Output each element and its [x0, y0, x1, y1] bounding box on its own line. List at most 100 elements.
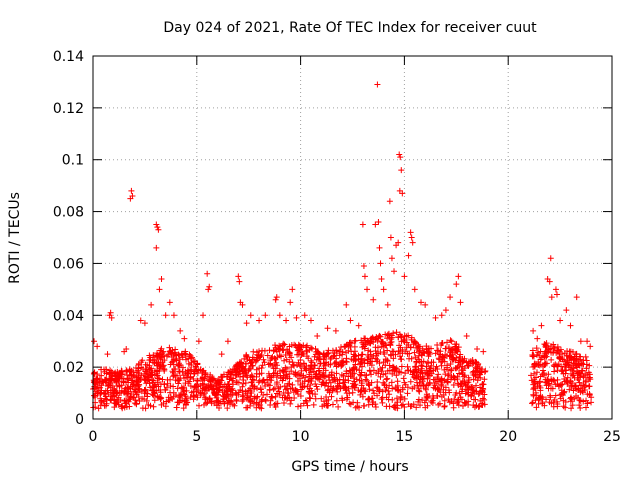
data-point: [283, 395, 290, 402]
data-point: [98, 372, 105, 379]
data-point: [351, 366, 358, 373]
data-point: [141, 320, 148, 327]
data-point: [528, 372, 535, 379]
data-point: [400, 375, 407, 382]
data-point: [141, 376, 148, 383]
data-point: [533, 369, 540, 376]
data-point: [133, 382, 140, 389]
data-point: [377, 260, 384, 267]
data-point: [423, 363, 430, 370]
data-point: [447, 337, 454, 344]
data-point: [239, 398, 246, 405]
data-point: [131, 373, 138, 380]
data-point: [157, 386, 164, 393]
data-point: [557, 392, 564, 399]
data-point: [286, 370, 293, 377]
data-point: [560, 370, 567, 377]
data-point: [408, 355, 415, 362]
data-point: [542, 342, 549, 349]
data-point: [333, 370, 340, 377]
data-point: [235, 273, 242, 280]
data-point: [381, 351, 388, 358]
data-point: [250, 377, 257, 384]
data-point: [282, 375, 289, 382]
data-point: [193, 366, 200, 373]
data-point: [405, 252, 412, 259]
data-point: [283, 356, 290, 363]
data-point: [341, 379, 348, 386]
data-point: [271, 385, 278, 392]
data-point: [472, 382, 479, 389]
data-point: [116, 382, 123, 389]
data-point: [267, 397, 274, 404]
data-point: [274, 379, 281, 386]
data-point: [141, 390, 148, 396]
data-point: [391, 402, 398, 409]
data-point: [279, 394, 286, 401]
data-point: [445, 371, 452, 378]
data-point: [173, 404, 180, 411]
data-point: [576, 362, 583, 369]
data-point: [482, 367, 489, 374]
data-point: [227, 386, 234, 393]
data-point: [414, 382, 421, 389]
data-point: [321, 382, 328, 389]
data-point: [283, 365, 290, 372]
data-point: [553, 291, 560, 298]
data-point: [206, 395, 213, 402]
data-point: [295, 351, 302, 358]
data-point: [274, 390, 281, 397]
data-point: [176, 356, 183, 363]
data-point: [376, 244, 383, 251]
data-point: [551, 363, 558, 370]
data-point: [164, 380, 171, 387]
data-point: [226, 399, 233, 406]
data-point: [393, 395, 400, 402]
data-point: [301, 364, 308, 371]
data-point: [376, 360, 383, 367]
data-point: [338, 360, 345, 367]
data-point: [180, 388, 187, 395]
data-point: [254, 351, 261, 358]
data-point: [411, 286, 418, 293]
data-point: [299, 348, 306, 355]
data-point: [149, 377, 156, 384]
data-point: [130, 372, 137, 379]
data-point: [119, 403, 126, 410]
x-tick-label: 0: [89, 429, 98, 445]
data-point: [430, 376, 437, 383]
data-point: [433, 363, 440, 370]
data-point: [112, 369, 119, 376]
data-point: [366, 367, 373, 374]
data-point: [562, 399, 569, 406]
data-point: [161, 381, 168, 388]
data-point: [239, 373, 246, 380]
data-point: [537, 348, 544, 355]
data-point: [210, 390, 217, 397]
data-point: [414, 379, 421, 386]
data-point: [448, 398, 455, 405]
data-point: [584, 338, 591, 345]
data-point: [463, 333, 470, 340]
data-point: [384, 335, 391, 342]
data-point: [336, 352, 343, 359]
data-point: [384, 375, 391, 382]
data-point: [363, 377, 370, 384]
data-point: [554, 367, 561, 374]
data-point: [314, 348, 321, 355]
data-point: [416, 350, 423, 357]
data-point: [397, 353, 404, 360]
data-point: [291, 362, 298, 369]
data-point: [441, 358, 448, 365]
data-point: [108, 314, 115, 321]
data-point: [462, 400, 469, 407]
y-tick-label: 0.08: [53, 205, 84, 221]
data-point: [551, 377, 558, 384]
data-point: [414, 344, 421, 351]
data-point: [566, 353, 573, 360]
data-point: [404, 363, 411, 370]
data-point: [379, 394, 386, 401]
data-point: [106, 370, 113, 377]
data-point: [442, 384, 449, 391]
data-point: [147, 384, 154, 391]
